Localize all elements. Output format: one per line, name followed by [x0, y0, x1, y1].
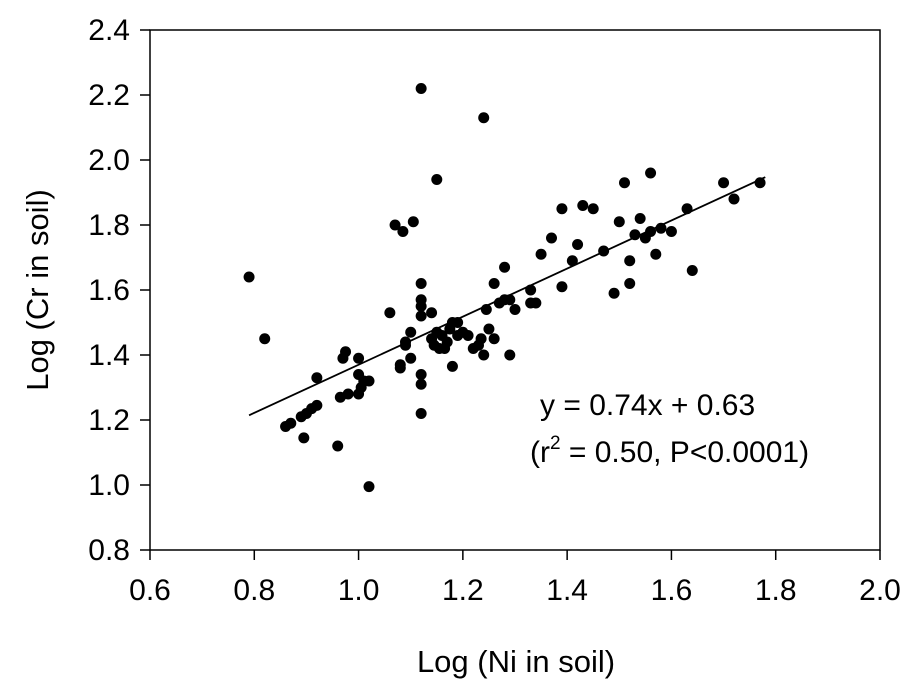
y-axis-ticks: 0.8 1.0 1.2 1.4 1.6 1.8 2.0 2.2 2.4 — [88, 14, 150, 567]
y-tick-label: 2.0 — [88, 144, 130, 177]
data-point — [478, 112, 490, 124]
data-point — [504, 349, 516, 361]
data-point — [483, 323, 495, 335]
data-point — [298, 432, 310, 444]
data-point — [407, 216, 419, 228]
y-tick-label: 0.8 — [88, 534, 130, 567]
y-axis-title: Log (Cr in soil) — [20, 189, 55, 391]
data-point — [431, 174, 443, 185]
data-point — [624, 255, 636, 267]
x-tick-label: 1.8 — [755, 574, 797, 607]
data-point — [613, 216, 625, 228]
x-tick-label: 0.8 — [233, 574, 275, 607]
data-point — [340, 346, 352, 358]
data-point — [342, 388, 354, 400]
data-point — [608, 287, 620, 299]
data-point — [556, 281, 568, 293]
data-point — [535, 248, 547, 260]
data-point — [384, 307, 396, 319]
data-point — [686, 265, 698, 276]
x-tick-label: 2.0 — [859, 574, 901, 607]
y-tick-label: 1.2 — [88, 404, 130, 437]
data-point — [415, 278, 427, 289]
data-point — [353, 352, 365, 364]
data-point — [394, 362, 406, 374]
data-point — [499, 261, 511, 273]
regression-line — [248, 176, 766, 417]
x-tick-label: 1.6 — [651, 574, 693, 607]
data-point — [572, 239, 584, 250]
data-point — [363, 481, 375, 493]
x-tick-label: 1.2 — [442, 574, 484, 607]
data-point — [556, 203, 568, 215]
data-point — [389, 219, 401, 231]
data-point — [426, 307, 438, 319]
stats-superscript: 2 — [550, 433, 561, 454]
data-point — [624, 278, 636, 289]
data-points — [243, 83, 766, 493]
data-point — [488, 278, 500, 289]
data-point — [546, 232, 557, 244]
data-point — [462, 330, 474, 341]
plot-frame — [149, 29, 881, 551]
x-axis-ticks: 0.6 0.8 1.0 1.2 1.4 1.6 1.8 2.0 — [129, 550, 901, 607]
data-point — [728, 193, 740, 205]
data-point — [243, 271, 255, 283]
stats-suffix: = 0.50, P<0.0001) — [561, 436, 810, 469]
y-tick-label: 1.6 — [88, 274, 130, 307]
data-point — [488, 333, 500, 345]
data-point — [577, 200, 589, 211]
data-point — [397, 226, 409, 237]
y-tick-label: 1.8 — [88, 209, 130, 242]
data-point — [629, 229, 641, 241]
data-point — [665, 226, 677, 237]
data-point — [587, 203, 599, 215]
y-tick-label: 1.0 — [88, 469, 130, 502]
data-point — [415, 310, 427, 322]
stats-annotation: (r2 = 0.50, P<0.0001) — [530, 433, 809, 469]
x-tick-label: 1.0 — [338, 574, 380, 607]
x-axis-title: Log (Ni in soil) — [417, 644, 615, 679]
data-point — [718, 177, 730, 189]
x-tick-label: 0.6 — [129, 574, 171, 607]
data-point — [405, 352, 417, 364]
data-point — [645, 167, 657, 179]
data-point — [415, 369, 427, 380]
x-tick-label: 1.4 — [546, 574, 588, 607]
data-point — [619, 177, 630, 189]
data-point — [311, 372, 323, 384]
data-point — [405, 326, 417, 338]
data-point — [475, 333, 487, 345]
data-point — [634, 213, 646, 224]
data-point — [655, 222, 667, 234]
data-point — [259, 333, 271, 345]
data-point — [332, 440, 344, 452]
y-tick-label: 2.2 — [88, 79, 130, 112]
equation-annotation: y = 0.74x + 0.63 — [540, 389, 755, 422]
data-point — [363, 375, 375, 387]
data-point — [446, 360, 458, 372]
y-tick-label: 2.4 — [88, 14, 130, 47]
data-point — [415, 408, 427, 419]
data-point — [530, 297, 542, 309]
data-point — [441, 336, 453, 348]
data-point — [478, 349, 490, 361]
data-point — [285, 417, 297, 429]
data-point — [650, 248, 662, 260]
data-point — [509, 304, 521, 315]
y-tick-label: 1.4 — [88, 339, 130, 372]
stats-prefix: (r — [530, 436, 550, 469]
data-point — [415, 300, 427, 312]
data-point — [311, 399, 323, 411]
data-point — [415, 83, 427, 94]
data-point — [415, 378, 427, 390]
data-point — [566, 255, 578, 267]
